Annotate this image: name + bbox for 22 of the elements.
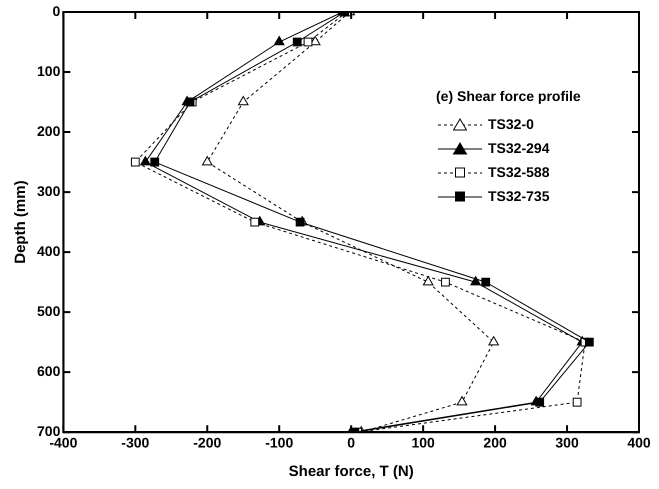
x-tick-label: 200 xyxy=(483,434,507,450)
x-tick-label: -100 xyxy=(265,434,294,450)
legend-label: TS32-588 xyxy=(488,164,550,180)
legend-label: TS32-0 xyxy=(488,116,534,132)
y-axis-title: Depth (mm) xyxy=(12,180,30,264)
legend-label: TS32-294 xyxy=(488,140,550,156)
x-axis-title: Shear force, T (N) xyxy=(288,463,414,480)
y-tick-label: 0 xyxy=(52,2,61,19)
legend-label: TS32-735 xyxy=(488,188,550,204)
y-tick-label: 500 xyxy=(37,303,61,319)
x-tick-label: 0 xyxy=(347,434,356,450)
y-tick-label: 200 xyxy=(37,122,61,139)
y-tick-label: 300 xyxy=(37,182,61,199)
y-tick-label: 100 xyxy=(37,62,61,79)
y-tick-label: 400 xyxy=(37,242,61,259)
x-tick-label: 300 xyxy=(555,434,579,450)
legend-title: (e) Shear force profile xyxy=(436,88,581,104)
y-tick-label: 600 xyxy=(37,363,61,380)
x-tick-label: -200 xyxy=(193,434,222,450)
x-tick-label: 400 xyxy=(627,434,651,450)
x-tick-label: 100 xyxy=(411,434,436,450)
x-tick-label: -300 xyxy=(121,434,150,450)
